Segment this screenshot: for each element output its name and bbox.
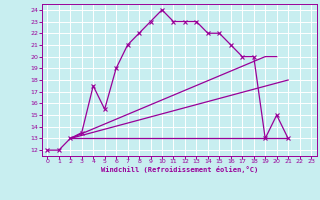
X-axis label: Windchill (Refroidissement éolien,°C): Windchill (Refroidissement éolien,°C) <box>100 166 258 173</box>
